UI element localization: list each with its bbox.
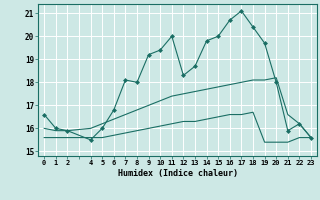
X-axis label: Humidex (Indice chaleur): Humidex (Indice chaleur): [118, 169, 238, 178]
